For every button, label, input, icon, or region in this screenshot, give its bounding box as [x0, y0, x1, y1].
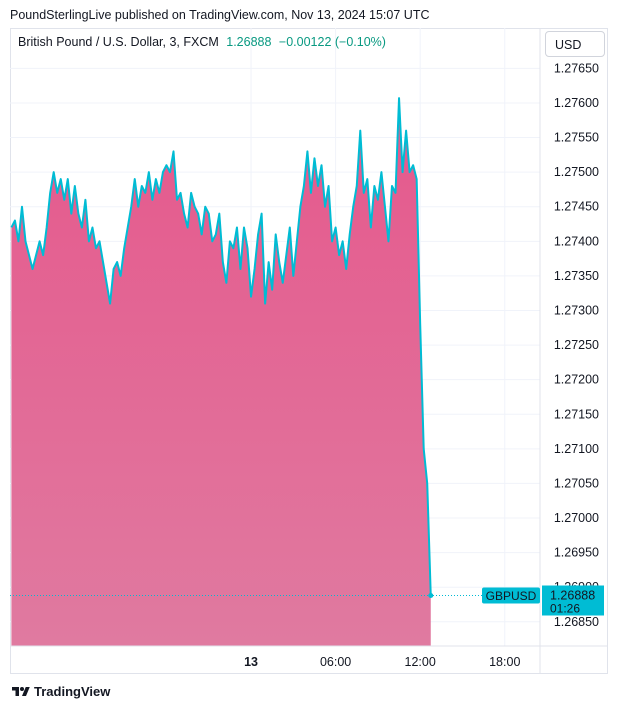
price-line: [10, 97, 432, 596]
tradingview-logo-icon: [12, 686, 30, 696]
published-by-text: PoundSterlingLive published on TradingVi…: [10, 8, 430, 22]
bar-countdown: 01:26: [550, 602, 580, 616]
price-change: −0.00122 (−0.10%): [278, 35, 386, 49]
currency-button[interactable]: USD: [545, 31, 605, 57]
price-area: [11, 98, 431, 646]
price-tick-label: 1.27250: [554, 338, 599, 352]
price-tick-label: 1.27500: [554, 165, 599, 179]
time-axis[interactable]: 13 06:00 12:00 18:00: [244, 655, 520, 669]
chart-frame: [10, 28, 608, 674]
tradingview-branding: TradingView: [10, 684, 110, 699]
price-tick-label: 1.27050: [554, 476, 599, 490]
price-tick-label: 1.27450: [554, 200, 599, 214]
last-price-value: 1.26888: [550, 589, 595, 603]
price-tick-label: 1.27000: [554, 511, 599, 525]
price-tick-label: 1.27200: [554, 373, 599, 387]
symbol-label: GBPUSD: [486, 589, 537, 603]
price-tick-label: 1.27400: [554, 234, 599, 248]
price-tick-label: 1.27600: [554, 96, 599, 110]
time-tick-label: 06:00: [320, 655, 351, 669]
price-tick-label: 1.27550: [554, 131, 599, 145]
price-tick-label: 1.27300: [554, 303, 599, 317]
time-tick-label: 12:00: [405, 655, 436, 669]
time-tick-label: 18:00: [489, 655, 520, 669]
symbol-label-box: [482, 587, 540, 604]
last-price-box: [542, 585, 604, 616]
price-tick-label: 1.26950: [554, 546, 599, 560]
last-price-dot: [428, 593, 434, 599]
price-tick-label: 1.27650: [554, 61, 599, 75]
price-tick-label: 1.27150: [554, 407, 599, 421]
price-tick-label: 1.26850: [554, 615, 599, 629]
symbol-title: British Pound / U.S. Dollar, 3, FXCM: [18, 35, 219, 49]
chart-legend: British Pound / U.S. Dollar, 3, FXCM 1.2…: [18, 35, 386, 49]
last-price: 1.26888: [226, 35, 272, 49]
tradingview-name: TradingView: [34, 684, 111, 699]
price-axis[interactable]: 1.268501.269001.269501.270001.270501.271…: [554, 61, 599, 628]
price-tick-label: 1.27350: [554, 269, 599, 283]
price-tick-label: 1.27100: [554, 442, 599, 456]
time-tick-label: 13: [244, 655, 258, 669]
